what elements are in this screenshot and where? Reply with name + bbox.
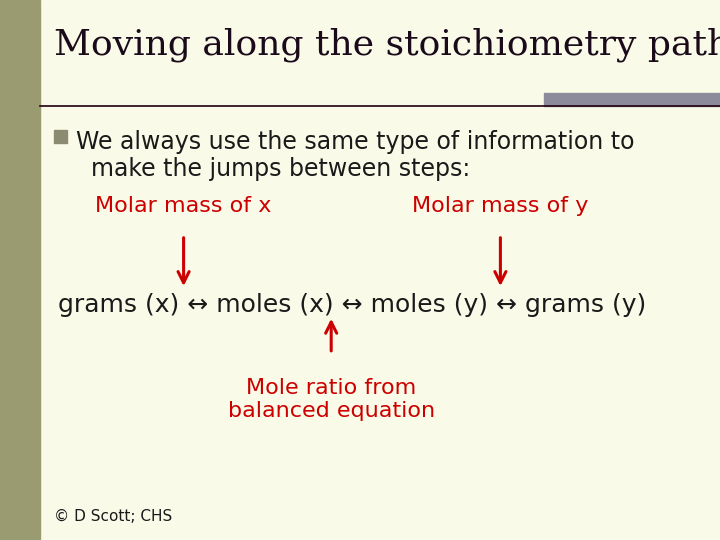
- Text: We always use the same type of information to: We always use the same type of informati…: [76, 130, 634, 153]
- Bar: [54, 131, 67, 143]
- Text: Mole ratio from
balanced equation: Mole ratio from balanced equation: [228, 378, 435, 421]
- Text: Molar mass of y: Molar mass of y: [413, 196, 588, 216]
- Text: grams (x) ↔ moles (x) ↔ moles (y) ↔ grams (y): grams (x) ↔ moles (x) ↔ moles (y) ↔ gram…: [58, 293, 646, 317]
- Text: Moving along the stoichiometry path: Moving along the stoichiometry path: [54, 27, 720, 62]
- Text: Molar mass of x: Molar mass of x: [96, 196, 271, 216]
- Bar: [544, 93, 720, 106]
- Bar: [0, 0, 40, 540]
- Text: make the jumps between steps:: make the jumps between steps:: [76, 157, 470, 180]
- Text: © D Scott; CHS: © D Scott; CHS: [54, 509, 172, 524]
